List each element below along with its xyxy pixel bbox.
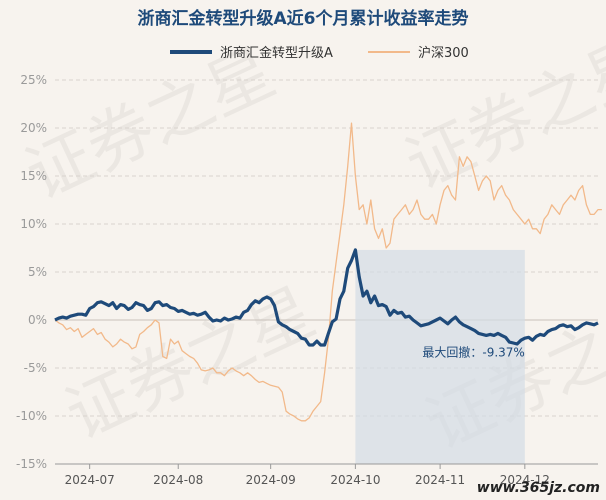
site-label: www.365jz.com — [477, 480, 600, 496]
y-tick-label: -10% — [16, 409, 47, 423]
y-tick-label: 10% — [20, 217, 47, 231]
x-tick-label: 2024-08 — [153, 473, 203, 487]
x-tick-label: 2024-10 — [330, 473, 380, 487]
y-tick-label: 20% — [20, 121, 47, 135]
legend-label-fund: 浙商汇金转型升级A — [220, 45, 333, 61]
max-drawdown-label: 最大回撤：-9.37% — [422, 344, 524, 359]
y-tick-label: 15% — [20, 169, 47, 183]
x-axis-ticks: 2024-07 2024-08 2024-09 2024-10 2024-11 2024-… — [65, 464, 550, 487]
y-tick-label: 5% — [28, 265, 47, 279]
max-drawdown-area — [355, 249, 525, 464]
x-tick-label: 2024-07 — [65, 473, 115, 487]
y-tick-label: 0% — [28, 313, 47, 327]
watermark: 证券之星 — [54, 273, 326, 454]
y-tick-label: -15% — [16, 457, 47, 471]
legend-label-index: 沪深300 — [418, 45, 469, 61]
legend: 浙商汇金转型升级A 沪深300 — [170, 45, 469, 61]
y-tick-label: -5% — [24, 361, 47, 375]
y-tick-label: 25% — [20, 73, 47, 87]
series-line-fund — [54, 248, 599, 347]
chart-title: 浙商汇金转型升级A近6个月累计收益率走势 — [138, 8, 469, 29]
series-line-index — [54, 122, 602, 422]
x-tick-label: 2024-11 — [415, 473, 465, 487]
x-tick-label: 2024-09 — [246, 473, 296, 487]
y-axis-ticks: 25% 20% 15% 10% 5% 0% -5% -10% -15% — [16, 73, 47, 471]
series-lines — [54, 122, 602, 422]
x-tick-label: 2024-12 — [500, 473, 550, 487]
